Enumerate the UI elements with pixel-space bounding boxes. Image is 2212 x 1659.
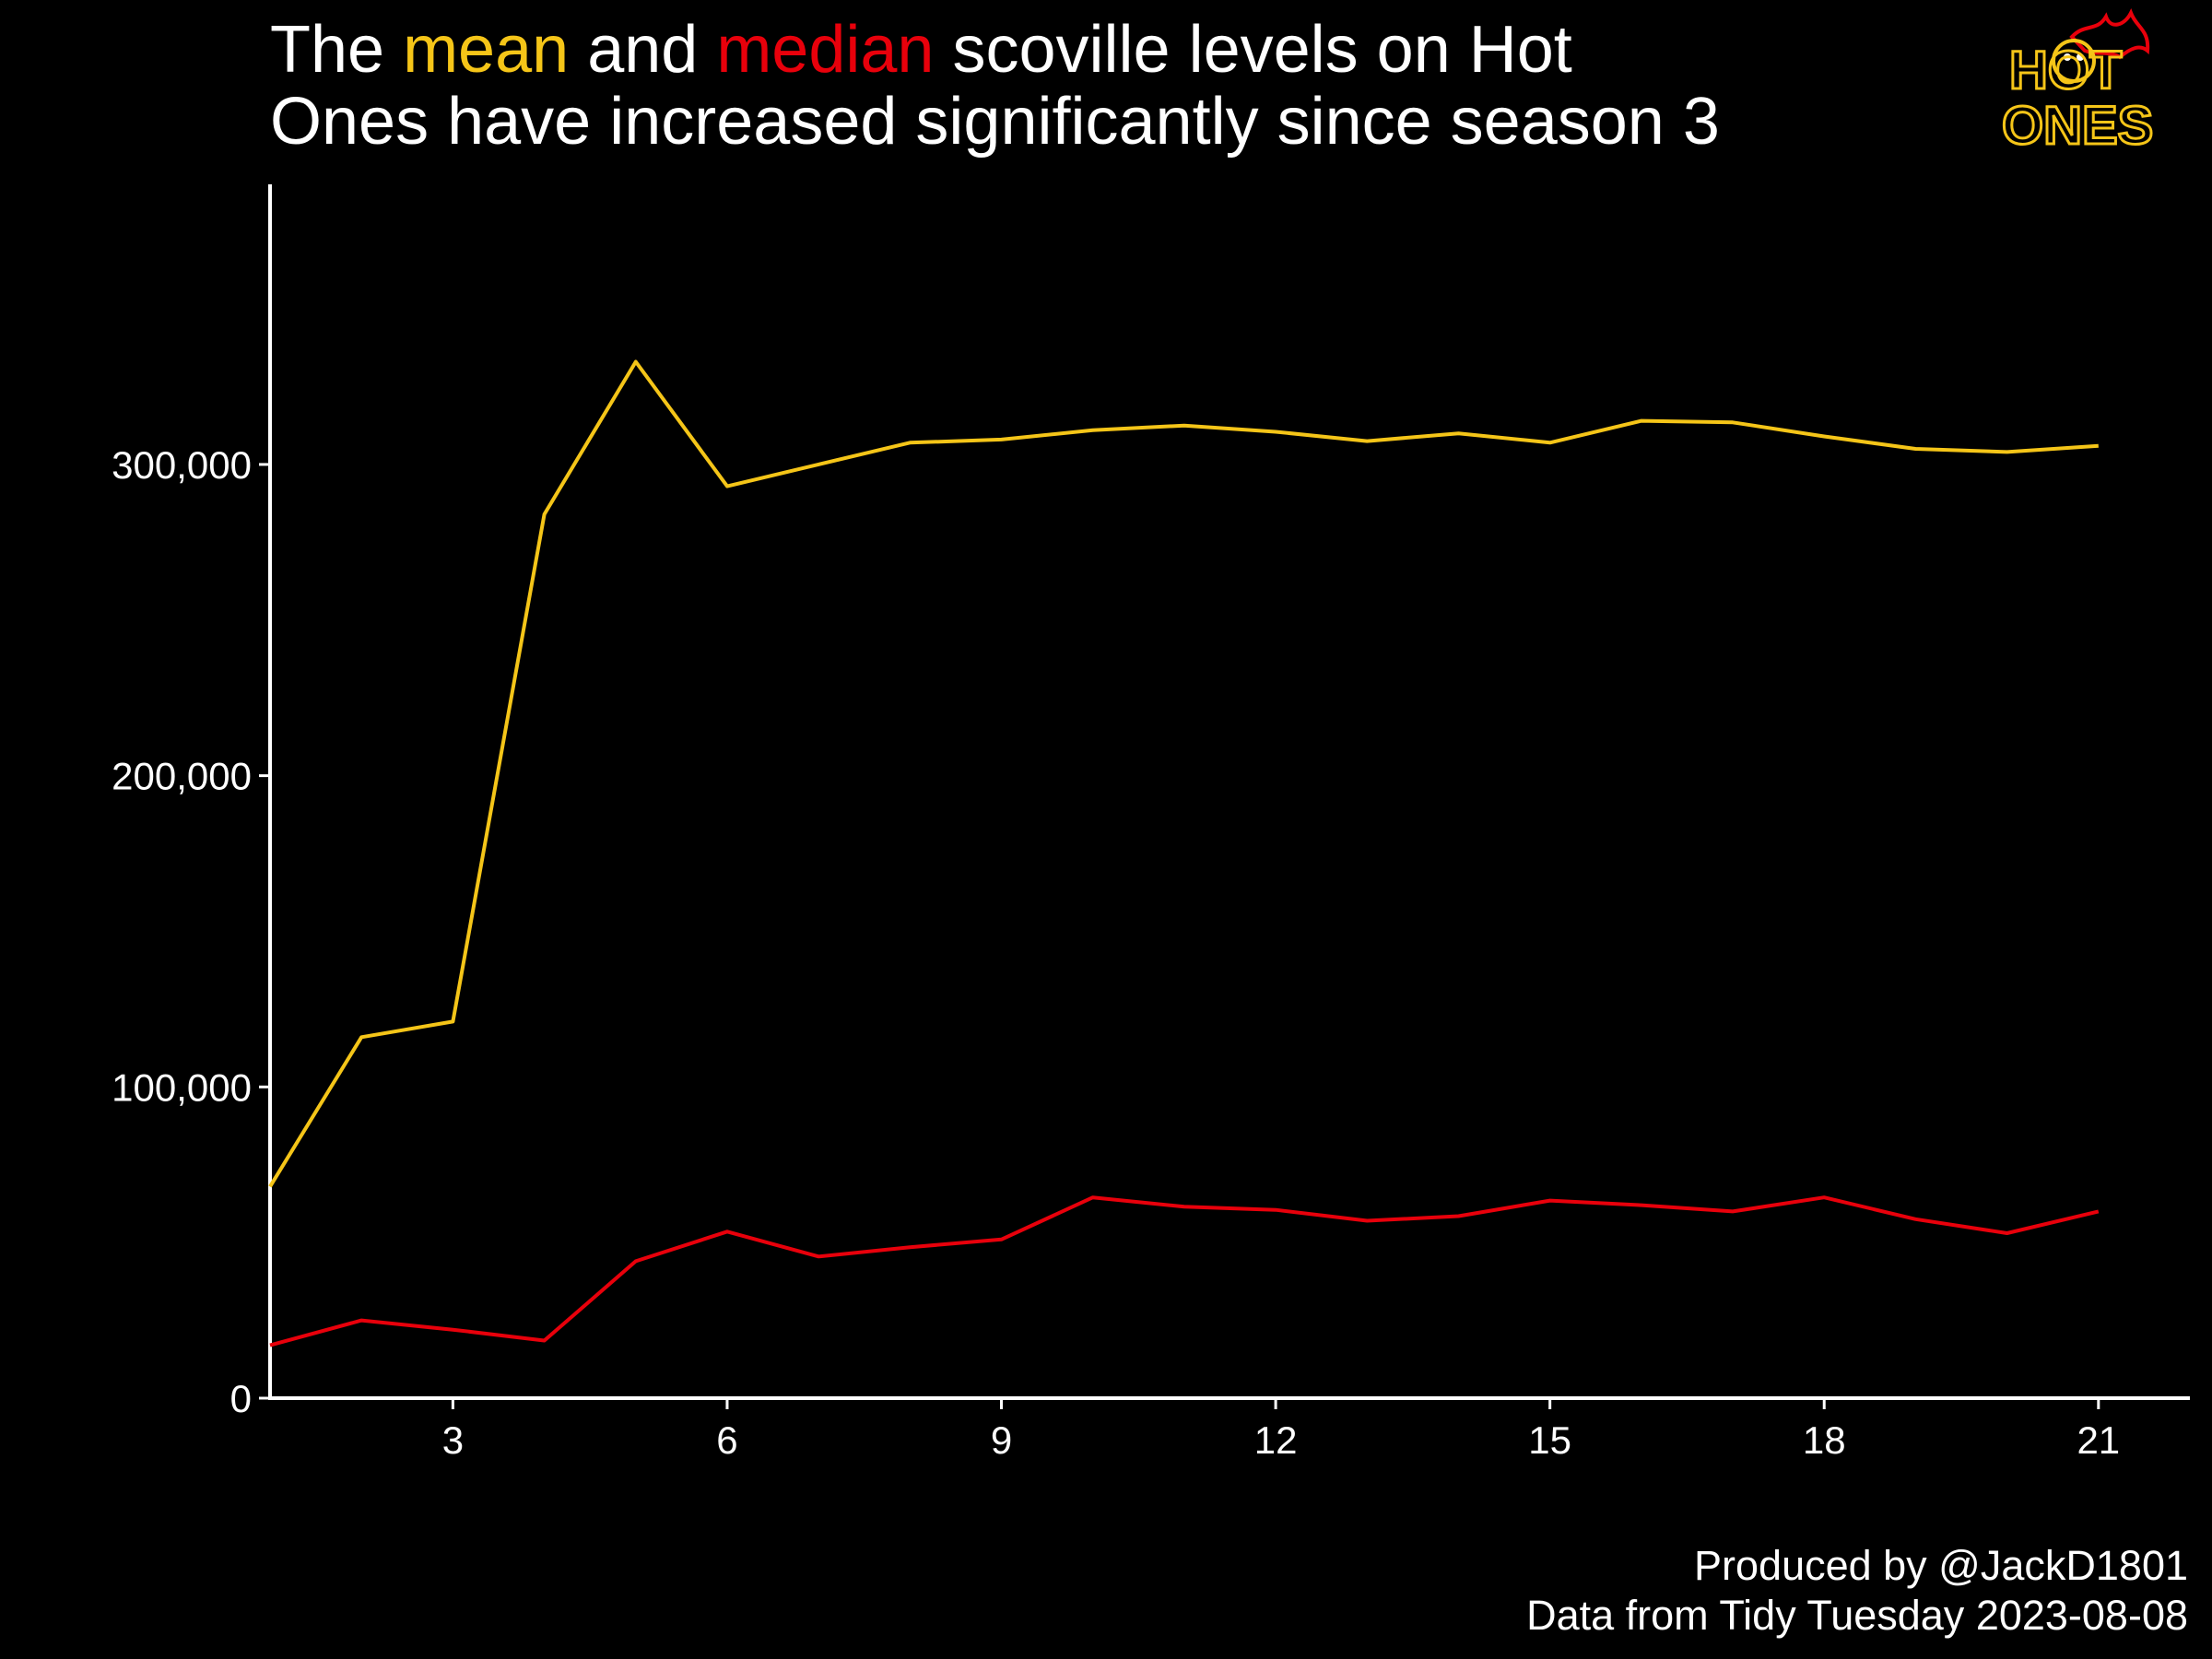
title-mean-word: mean <box>403 13 569 87</box>
y-tick-label: 300,000 <box>112 443 252 487</box>
chart-title-line1: The mean and median scoville levels on H… <box>270 13 1572 87</box>
chart-title-line2: Ones have increased significantly since … <box>270 85 1720 159</box>
x-tick-label: 21 <box>2077 1418 2120 1462</box>
x-tick-label: 3 <box>442 1418 464 1462</box>
x-tick-label: 15 <box>1528 1418 1571 1462</box>
x-tick-label: 18 <box>1803 1418 1846 1462</box>
x-tick-label: 6 <box>716 1418 737 1462</box>
series-lines <box>268 359 2100 1347</box>
caption-line2: Data from Tidy Tuesday 2023-08-08 <box>1526 1592 2188 1639</box>
logo-line2: ONES <box>2002 96 2153 156</box>
hot-ones-logo: HOT ONES <box>2001 8 2155 158</box>
y-tick-label: 200,000 <box>112 755 252 798</box>
y-tick-label: 0 <box>230 1377 252 1420</box>
mean-series-line <box>268 359 2099 1188</box>
y-tick-label: 100,000 <box>112 1065 252 1109</box>
title-median-word: median <box>716 13 934 87</box>
title-pre: The <box>270 13 403 87</box>
x-tick-label: 12 <box>1254 1418 1298 1462</box>
logo-line1: HOT <box>2009 41 2122 100</box>
flaming-face-icon <box>2052 8 2150 83</box>
median-series-line <box>269 1195 2100 1347</box>
y-ticks: 0 100,000 200,000 300,000 <box>112 443 270 1420</box>
x-ticks: 3 6 9 12 15 18 21 <box>442 1398 2120 1462</box>
x-tick-label: 9 <box>991 1418 1012 1462</box>
title-mid: and <box>569 13 716 87</box>
caption-line1: Produced by @JackD1801 <box>1694 1542 2188 1589</box>
title-post: scoville levels on Hot <box>934 13 1571 87</box>
